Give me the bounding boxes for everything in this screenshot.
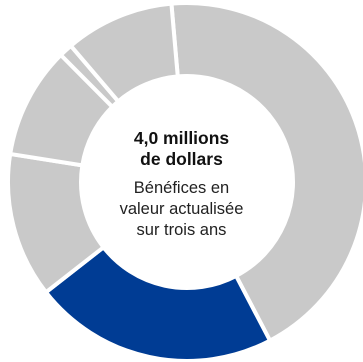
donut-segments xyxy=(6,1,363,362)
donut-segment-2 xyxy=(43,244,273,362)
donut-segment-6 xyxy=(68,1,180,105)
donut-segment-1 xyxy=(169,1,363,344)
